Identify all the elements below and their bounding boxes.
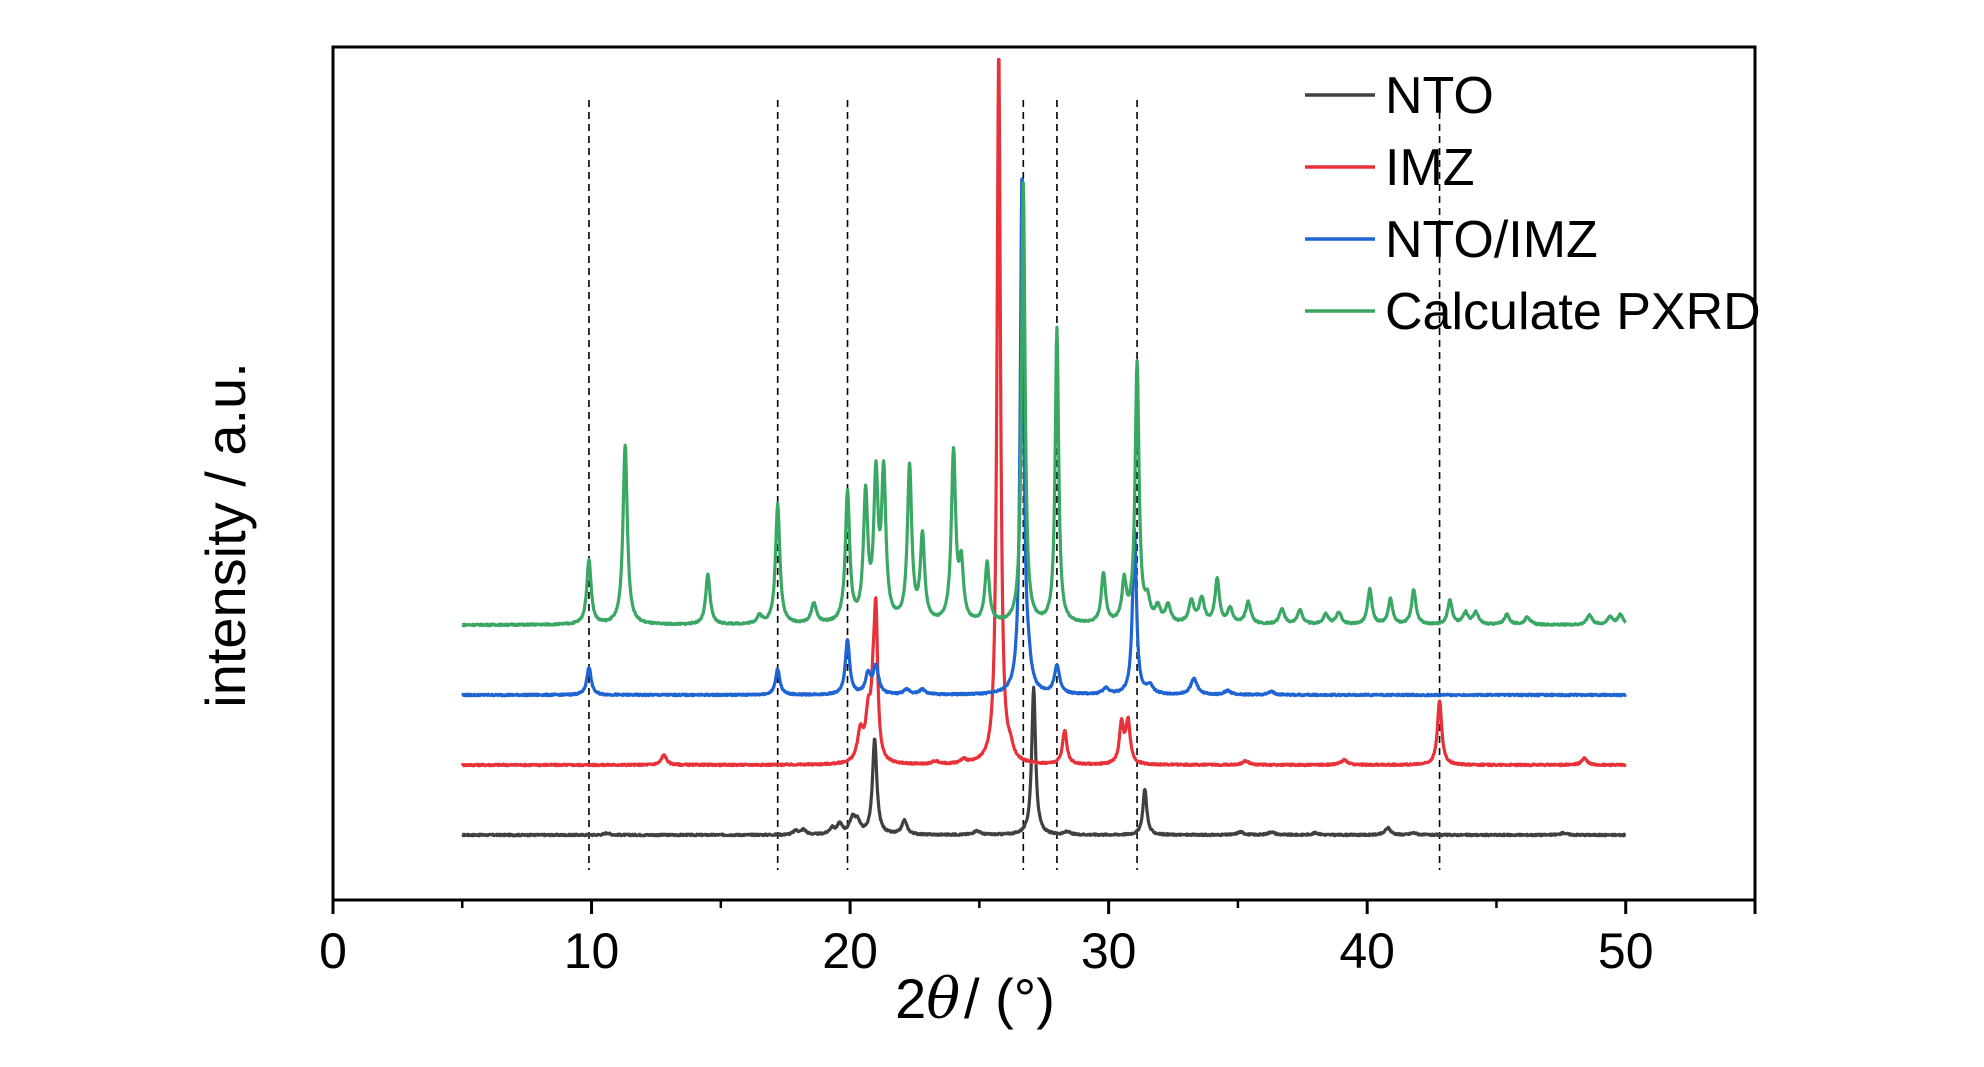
series-layer	[460, 57, 1627, 838]
plot-frame	[331, 45, 1757, 902]
x-tick-label: 30	[1081, 923, 1137, 979]
x-tick-label: 40	[1339, 923, 1395, 979]
legend-label: IMZ	[1385, 139, 1475, 197]
x-tick-label: 0	[319, 923, 347, 979]
x-axis-title-suffix: / (°)	[964, 967, 1055, 1030]
legend-label: Calculate PXRD	[1385, 283, 1761, 341]
reference-lines	[588, 100, 1441, 870]
legend: NTO IMZ NTO/IMZ Calculate PXRD	[1305, 67, 1761, 341]
series-line-nto-imz	[461, 177, 1627, 698]
series-line-imz	[460, 57, 1627, 768]
x-axis: 0 10 20 30 40 50	[319, 900, 1757, 979]
x-tick-label: 10	[564, 923, 620, 979]
series-line-calculate-pxrd	[461, 181, 1627, 628]
x-tick-label: 50	[1598, 923, 1654, 979]
x-tick-label: 20	[822, 923, 878, 979]
legend-label: NTO/IMZ	[1385, 211, 1598, 269]
x-axis-title-symbol: θ	[926, 967, 960, 1032]
legend-label: NTO	[1385, 67, 1494, 125]
x-axis-title-prefix: 2	[895, 967, 926, 1030]
y-axis-title: intensity / a.u.	[194, 362, 257, 708]
series-line-nto	[461, 685, 1627, 838]
x-axis-title: 2θ/ (°)	[895, 967, 1055, 1032]
